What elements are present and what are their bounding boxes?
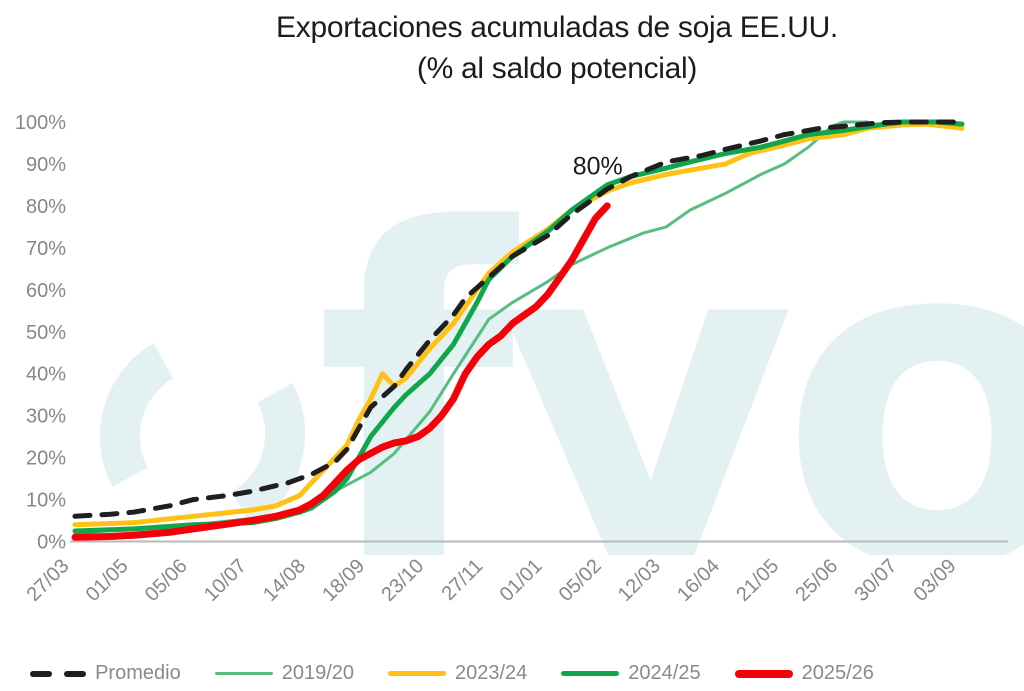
x-axis-tick-label: 25/06: [791, 555, 842, 606]
chart-title-line2: (% al saldo potencial): [416, 51, 698, 85]
legend-label: Promedio: [95, 662, 181, 684]
legend-item-2019-20: 2019/20: [214, 662, 354, 685]
chart-legend: Promedio 2019/20 2023/24 2024/25 2025/26: [0, 662, 1024, 685]
y-axis-tick-label: 10%: [26, 490, 66, 512]
legend-swatch-icon: [388, 671, 446, 676]
legend-item-2025-26: 2025/26: [734, 662, 874, 685]
x-axis-tick-label: 05/06: [141, 555, 192, 606]
y-axis-tick-label: 60%: [26, 280, 66, 302]
x-axis-tick-label: 30/07: [850, 555, 901, 606]
x-axis-tick-label: 01/05: [82, 555, 133, 606]
y-axis-tick-label: 40%: [26, 364, 66, 386]
legend-label: 2023/24: [455, 662, 528, 684]
legend-item-2024-25: 2024/25: [561, 662, 701, 685]
legend-swatch-icon: [561, 671, 620, 676]
x-axis-tick-label: 05/02: [555, 555, 606, 606]
legend-label: 2024/25: [628, 662, 701, 684]
x-axis-tick-label: 23/10: [377, 555, 428, 606]
chart-title: Exportaciones acumuladas de soja EE.UU. …: [0, 8, 1024, 89]
series-line-2019-20: [73, 120, 869, 535]
legend-line-icon: [214, 672, 273, 675]
x-axis-tick-label: 10/07: [200, 555, 251, 606]
series-line-2024-25: [72, 119, 965, 534]
x-axis-tick-label: 01/01: [496, 555, 547, 606]
x-axis-tick-label: 18/09: [318, 555, 369, 606]
legend-dash-icon: [64, 670, 87, 677]
series-line-2023-24: [72, 121, 965, 528]
legend-label: 2019/20: [281, 662, 354, 684]
legend-item-2023-24: 2023/24: [388, 662, 527, 685]
x-axis-tick-label: 03/09: [910, 555, 961, 606]
legend-line-icon: [561, 671, 620, 676]
legend-item-promedio: Promedio: [30, 662, 181, 685]
x-axis-tick-label: 27/11: [438, 555, 488, 605]
legend-swatch-icon: [214, 672, 273, 675]
annotation-80pct: 80%: [573, 152, 623, 180]
x-axis-tick-label: 16/04: [673, 555, 724, 606]
chart-title-line1: Exportaciones acumuladas de soja EE.UU.: [276, 11, 838, 44]
y-axis-tick-label: 20%: [26, 448, 66, 470]
legend-dash-icon: [30, 670, 53, 677]
legend-line-icon: [734, 669, 793, 678]
y-axis-tick-label: 0%: [37, 532, 66, 554]
y-axis-tick-label: 70%: [26, 238, 66, 260]
legend-line-icon: [388, 671, 446, 676]
y-axis-tick-label: 100%: [15, 112, 66, 134]
y-axis-tick-label: 30%: [26, 406, 66, 428]
x-axis-tick-label: 12/03: [614, 555, 665, 606]
y-axis-tick-label: 50%: [26, 322, 66, 344]
legend-swatch-icon: [734, 669, 793, 678]
series-line-2025-26: [71, 202, 611, 541]
legend-swatch-icon: [30, 670, 87, 677]
series-line-promedio: [72, 119, 965, 519]
y-axis-tick-label: 80%: [26, 196, 66, 218]
legend-label: 2025/26: [801, 662, 874, 684]
y-axis-tick-label: 90%: [26, 154, 66, 176]
x-axis-tick-label: 14/08: [259, 555, 310, 606]
x-axis-tick-label: 27/03: [23, 555, 74, 606]
x-axis-tick-label: 21/05: [732, 555, 783, 606]
